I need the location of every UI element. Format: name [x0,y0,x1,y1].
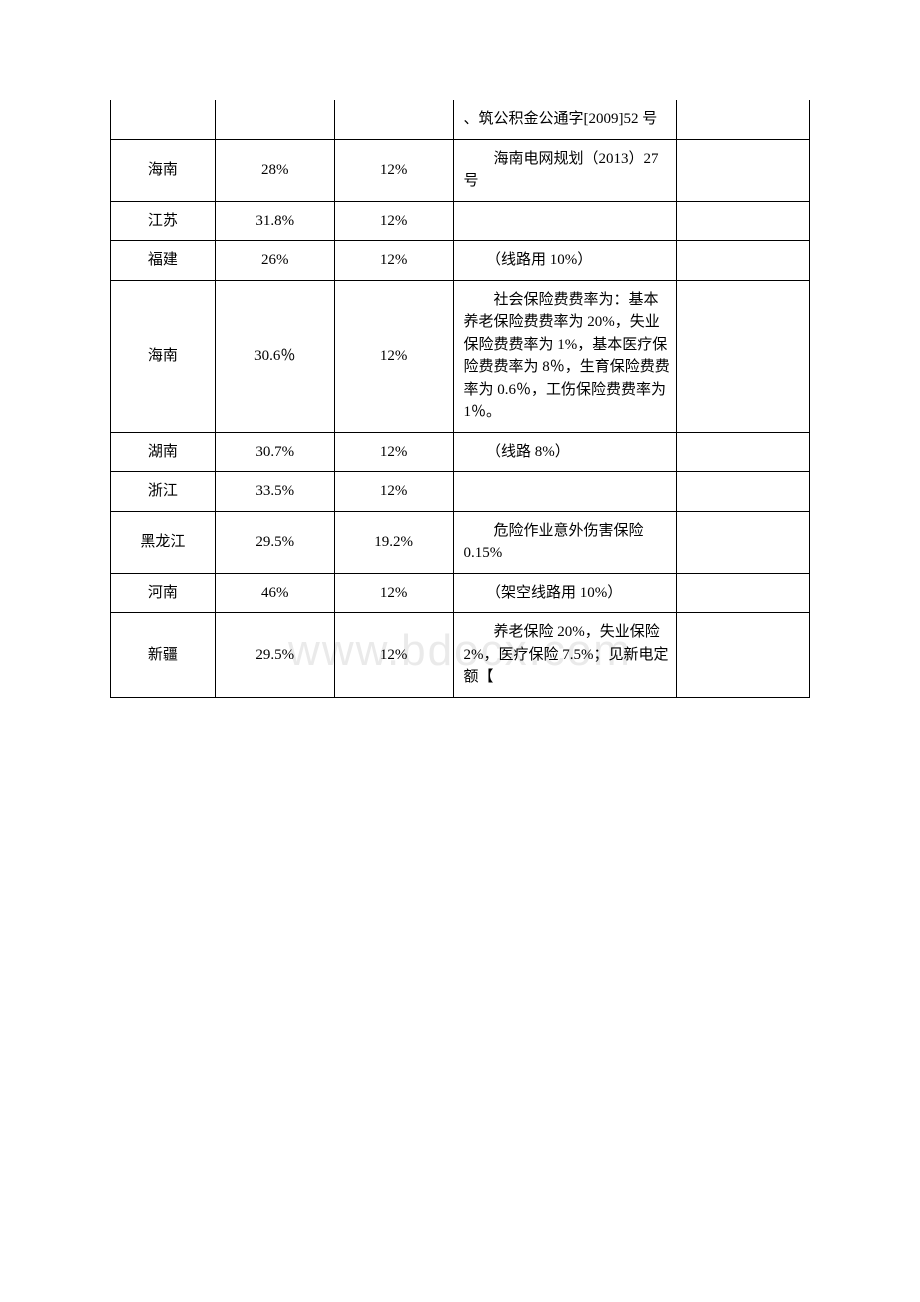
table-row: 、筑公积金公通字[2009]52 号 [111,100,810,139]
cell-province: 福建 [111,241,216,281]
cell-province: 海南 [111,280,216,432]
cell-rate1: 29.5% [215,613,334,698]
table-container: 、筑公积金公通字[2009]52 号 海南 28% 12% 海南电网规划（201… [110,100,810,698]
cell-last [677,201,810,241]
table-row: 海南 28% 12% 海南电网规划（2013）27 号 [111,139,810,201]
table-row: 新疆 29.5% 12% 养老保险 20%，失业保险 2%，医疗保险 7.5%；… [111,613,810,698]
rates-table: 、筑公积金公通字[2009]52 号 海南 28% 12% 海南电网规划（201… [110,100,810,698]
cell-note: 危险作业意外伤害保险 0.15% [453,511,677,573]
table-row: 浙江 33.5% 12% [111,472,810,512]
cell-province: 河南 [111,573,216,613]
cell-rate2: 12% [334,613,453,698]
table-row: 河南 46% 12% （架空线路用 10%） [111,573,810,613]
cell-rate2: 12% [334,432,453,472]
cell-rate1: 26% [215,241,334,281]
cell-rate2: 12% [334,573,453,613]
table-row: 黑龙江 29.5% 19.2% 危险作业意外伤害保险 0.15% [111,511,810,573]
cell-last [677,472,810,512]
cell-note: 、筑公积金公通字[2009]52 号 [453,100,677,139]
cell-province: 黑龙江 [111,511,216,573]
cell-last [677,432,810,472]
cell-note: （线路用 10%） [453,241,677,281]
table-body: 、筑公积金公通字[2009]52 号 海南 28% 12% 海南电网规划（201… [111,100,810,697]
cell-last [677,241,810,281]
cell-province: 湖南 [111,432,216,472]
cell-rate1: 33.5% [215,472,334,512]
cell-last [677,613,810,698]
cell-note: 养老保险 20%，失业保险 2%，医疗保险 7.5%；见新电定额【 [453,613,677,698]
cell-last [677,511,810,573]
cell-rate1: 28% [215,139,334,201]
table-row: 江苏 31.8% 12% [111,201,810,241]
cell-province: 海南 [111,139,216,201]
cell-last [677,280,810,432]
cell-rate2: 12% [334,280,453,432]
cell-rate2: 12% [334,139,453,201]
cell-rate1: 29.5% [215,511,334,573]
cell-last [677,573,810,613]
cell-rate1: 30.6％ [215,280,334,432]
cell-rate2: 12% [334,241,453,281]
table-row: 福建 26% 12% （线路用 10%） [111,241,810,281]
cell-rate1: 31.8% [215,201,334,241]
cell-note: （线路 8%） [453,432,677,472]
cell-note: 社会保险费费率为：基本养老保险费费率为 20%，失业保险费费率为 1%，基本医疗… [453,280,677,432]
cell-rate1: 30.7% [215,432,334,472]
cell-rate2: 12% [334,472,453,512]
cell-province: 江苏 [111,201,216,241]
table-row: 湖南 30.7% 12% （线路 8%） [111,432,810,472]
cell-rate2 [334,100,453,139]
cell-rate2: 19.2% [334,511,453,573]
cell-province: 浙江 [111,472,216,512]
cell-province: 新疆 [111,613,216,698]
cell-last [677,139,810,201]
cell-rate2: 12% [334,201,453,241]
table-row: 海南 30.6％ 12% 社会保险费费率为：基本养老保险费费率为 20%，失业保… [111,280,810,432]
cell-note: （架空线路用 10%） [453,573,677,613]
cell-province [111,100,216,139]
cell-last [677,100,810,139]
cell-note [453,472,677,512]
cell-note [453,201,677,241]
cell-rate1: 46% [215,573,334,613]
cell-rate1 [215,100,334,139]
cell-note: 海南电网规划（2013）27 号 [453,139,677,201]
